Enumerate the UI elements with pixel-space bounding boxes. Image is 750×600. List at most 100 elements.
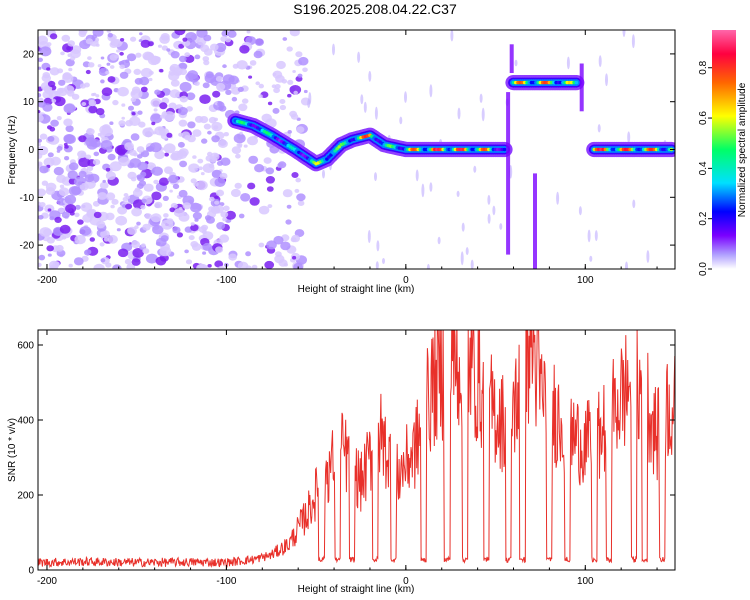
noise-blob <box>194 167 198 171</box>
ridge-mark <box>502 147 507 152</box>
noise-blob <box>153 179 159 185</box>
noise-blob <box>589 255 593 262</box>
colorbar-tick-label: 0.6 <box>698 111 709 125</box>
noise-blob <box>144 213 152 220</box>
noise-blob <box>598 55 602 68</box>
noise-blob <box>245 251 252 257</box>
noise-blob <box>177 141 185 148</box>
noise-blob <box>139 32 143 36</box>
noise-blob <box>368 70 372 82</box>
snr-y-label: SNR (10 * v/v) <box>7 418 18 482</box>
noise-blob <box>275 251 282 257</box>
noise-blob <box>295 177 302 183</box>
noise-blob <box>87 62 95 68</box>
x-tick-label: -200 <box>37 275 57 286</box>
noise-blob <box>178 119 188 127</box>
noise-blob <box>105 212 115 221</box>
noise-blob <box>65 125 74 133</box>
noise-blob <box>169 89 181 99</box>
noise-blob <box>241 98 249 104</box>
noise-blob <box>47 208 52 212</box>
noise-blob <box>253 50 263 59</box>
noise-blob <box>124 142 134 151</box>
noise-blob <box>68 263 73 268</box>
noise-blob <box>56 87 64 94</box>
noise-blob <box>265 176 275 184</box>
noise-blob <box>149 53 154 57</box>
noise-blob <box>213 117 218 122</box>
noise-blob <box>150 113 163 124</box>
noise-blob <box>86 128 95 136</box>
noise-blob <box>154 201 163 209</box>
noise-blob <box>119 71 129 79</box>
noise-blob <box>202 251 207 255</box>
noise-blob <box>161 219 174 230</box>
noise-blob <box>60 51 65 56</box>
noise-blob <box>140 67 153 78</box>
noise-blob <box>190 222 195 226</box>
noise-blob <box>201 229 207 235</box>
noise-blob <box>63 103 76 114</box>
noise-blob <box>202 82 210 89</box>
noise-blob <box>85 154 92 160</box>
noise-blob <box>332 43 335 56</box>
noise-blob <box>142 248 150 254</box>
noise-blob <box>179 95 188 103</box>
noise-blob <box>646 250 650 263</box>
noise-blob <box>202 242 212 251</box>
x-tick-label: -200 <box>37 576 57 587</box>
noise-blob <box>631 34 635 49</box>
y-tick-label: -10 <box>20 193 35 204</box>
noise-blob <box>109 65 115 69</box>
noise-blob <box>140 39 151 48</box>
noise-blob <box>297 200 305 206</box>
y-tick-label: 0 <box>28 566 34 577</box>
noise-blob <box>46 67 51 71</box>
noise-blob <box>135 52 142 58</box>
noise-blob <box>204 215 212 221</box>
noise-blob <box>77 219 84 225</box>
noise-blob <box>97 64 102 68</box>
noise-blob <box>211 169 222 179</box>
noise-blob <box>487 213 491 224</box>
noise-blob <box>123 193 129 197</box>
noise-blob <box>170 51 180 59</box>
noise-blob <box>632 199 636 209</box>
noise-blob <box>78 157 91 168</box>
noise-blob <box>171 150 184 161</box>
noise-blob <box>64 145 69 149</box>
noise-blob <box>163 111 176 122</box>
noise-blob <box>272 70 283 79</box>
noise-blob <box>148 70 154 75</box>
noise-blob <box>141 198 147 203</box>
noise-blob <box>142 127 154 138</box>
noise-blob <box>38 145 49 156</box>
x-tick-label: 0 <box>403 576 409 587</box>
noise-blob <box>140 204 146 210</box>
noise-blob <box>47 152 54 158</box>
noise-blob <box>38 66 42 70</box>
noise-blob <box>86 165 94 172</box>
noise-blob <box>190 241 199 248</box>
noise-blob <box>130 36 137 42</box>
noise-blob <box>169 66 176 72</box>
x-tick-label: 0 <box>403 275 409 286</box>
noise-blob <box>238 213 245 219</box>
noise-blob <box>460 251 464 266</box>
noise-blob <box>89 215 102 226</box>
noise-blob <box>281 79 288 84</box>
noise-blob <box>264 260 275 269</box>
noise-blob <box>130 89 143 99</box>
noise-blob <box>249 60 257 66</box>
noise-blob <box>166 132 173 138</box>
noise-blob <box>59 224 71 234</box>
noise-blob <box>258 94 263 98</box>
noise-blob <box>277 161 287 169</box>
noise-blob <box>117 86 129 97</box>
noise-blob <box>154 126 166 136</box>
noise-blob <box>271 84 277 89</box>
noise-blob <box>470 259 474 269</box>
noise-blob <box>92 30 104 37</box>
noise-blob <box>237 261 249 269</box>
